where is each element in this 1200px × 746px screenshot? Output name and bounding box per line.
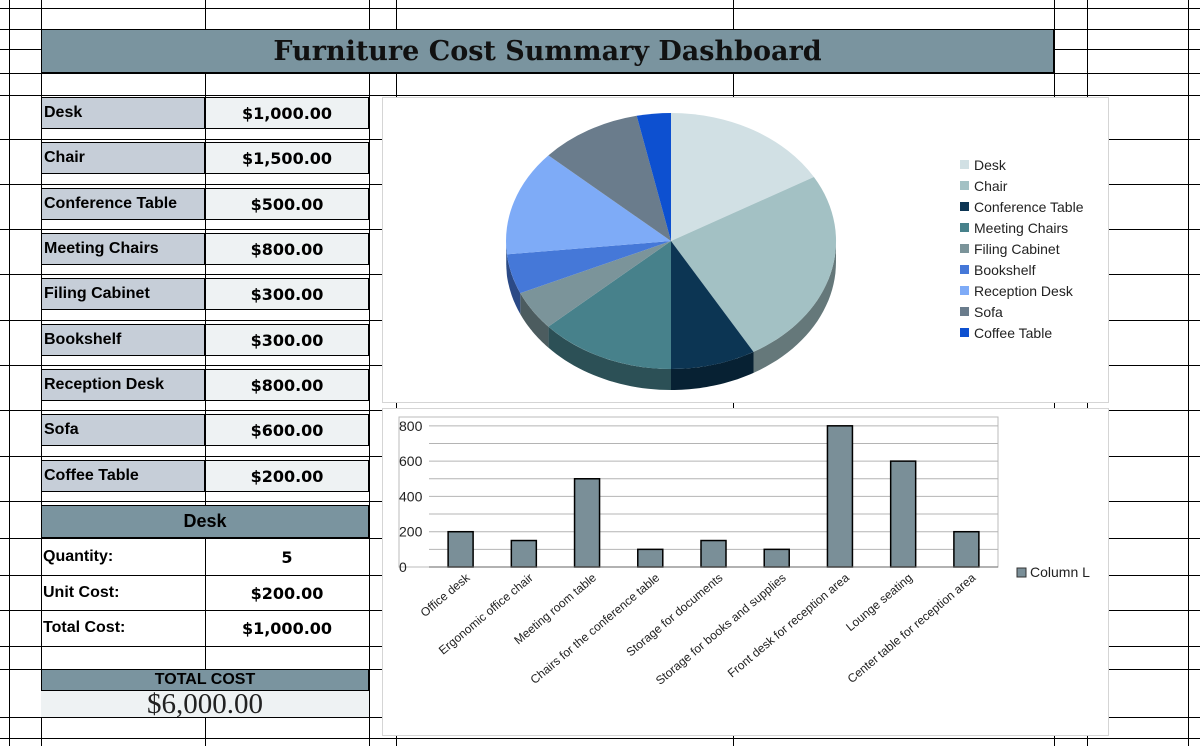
total-cost-label: Total Cost:: [43, 619, 126, 636]
bar-meeting-room-table[interactable]: [573, 478, 601, 568]
legend-item-chair: Chair: [960, 175, 1083, 196]
bar-chairs-for-the-conference-table[interactable]: [637, 548, 664, 568]
legend-item-reception-desk: Reception Desk: [960, 280, 1083, 301]
unit-cost-label: Unit Cost:: [43, 584, 120, 601]
legend-item-conference-table: Conference Table: [960, 196, 1083, 217]
legend-label: Sofa: [974, 303, 1003, 320]
category-label-meeting-chairs[interactable]: Meeting Chairs: [41, 233, 205, 265]
pie-slice-desk[interactable]: [671, 113, 814, 241]
legend-label: Bookshelf: [974, 261, 1036, 278]
bar-office-desk[interactable]: [447, 530, 474, 568]
pie-slice-sofa[interactable]: [548, 115, 671, 241]
bar-storage-for-documents[interactable]: [700, 539, 727, 568]
legend-swatch: [960, 244, 969, 253]
legend-swatch: [960, 223, 969, 232]
pie-slice-filing-cabinet[interactable]: [520, 241, 671, 327]
detail-heading[interactable]: Desk: [41, 505, 369, 538]
pie-side-chair: [753, 241, 836, 373]
legend-label: Desk: [974, 156, 1006, 173]
bar-xtick-label: Office desk: [418, 570, 474, 620]
dashboard-title: Furniture Cost Summary Dashboard: [273, 35, 822, 67]
legend-item-coffee-table: Coffee Table: [960, 322, 1083, 343]
pie-chart: [506, 113, 837, 390]
category-value-desk[interactable]: $1,000.00: [205, 97, 369, 129]
bar-legend-swatch: [1016, 567, 1027, 578]
pie-side-reception-desk: [506, 241, 507, 276]
pie-side-meeting-chairs: [548, 326, 671, 390]
category-label-sofa[interactable]: Sofa: [41, 414, 205, 446]
unit-cost-value[interactable]: $200.00: [250, 584, 324, 603]
legend-item-desk: Desk: [960, 154, 1083, 175]
legend-swatch: [960, 286, 969, 295]
legend-item-sofa: Sofa: [960, 301, 1083, 322]
legend-swatch: [960, 265, 969, 274]
pie-chart-frame[interactable]: [382, 97, 1109, 403]
bar-xtick-label: Front desk for reception area: [725, 570, 852, 680]
legend-label: Meeting Chairs: [974, 219, 1069, 236]
pie-slice-coffee-table[interactable]: [636, 113, 671, 241]
legend-swatch: [960, 307, 969, 316]
category-label-chair[interactable]: Chair: [41, 142, 205, 174]
legend-swatch: [960, 181, 969, 190]
bar-ytick-label: 600: [399, 453, 423, 469]
legend-label: Chair: [974, 177, 1008, 194]
legend-item-bookshelf: Bookshelf: [960, 259, 1083, 280]
bar-storage-for-books-and-supplies[interactable]: [763, 548, 790, 568]
legend-label: Coffee Table: [974, 324, 1053, 341]
bar-legend-label: Column L: [1030, 564, 1090, 580]
category-value-coffee-table[interactable]: $200.00: [205, 460, 369, 492]
bar-xtick-label: Storage for books and supplies: [653, 571, 789, 688]
pie-slice-bookshelf[interactable]: [506, 241, 671, 294]
bar-center-table-for-reception-area[interactable]: [953, 530, 980, 568]
bar-lounge-seating[interactable]: [889, 460, 917, 568]
category-value-chair[interactable]: $1,500.00: [205, 142, 369, 174]
category-value-filing-cabinet[interactable]: $300.00: [205, 278, 369, 310]
legend-label: Conference Table: [974, 198, 1084, 215]
category-value-bookshelf[interactable]: $300.00: [205, 324, 369, 356]
pie-slice-meeting-chairs[interactable]: [548, 241, 671, 369]
legend-label: Filing Cabinet: [974, 240, 1060, 257]
category-label-conference-table[interactable]: Conference Table: [41, 188, 205, 220]
legend-label: Reception Desk: [974, 282, 1073, 299]
pie-slice-conference-table[interactable]: [671, 241, 754, 370]
bar-front-desk-for-reception-area[interactable]: [826, 425, 854, 568]
pie-legend: Desk Chair Conference Table Meeting Chairs F…: [960, 154, 1083, 343]
pie-side-conference-table: [671, 351, 754, 390]
legend-swatch: [960, 202, 969, 211]
total-cost-value[interactable]: $1,000.00: [241, 619, 333, 638]
category-label-coffee-table[interactable]: Coffee Table: [41, 460, 205, 492]
pie-side-filing-cabinet: [520, 293, 549, 348]
pie-side-bookshelf: [506, 254, 521, 315]
category-value-sofa[interactable]: $600.00: [205, 414, 369, 446]
bar-ytick-label: 800: [399, 418, 423, 434]
quantity-value[interactable]: 5: [281, 548, 293, 567]
bar-ergonomic-office-chair[interactable]: [510, 539, 538, 568]
bar-ytick-label: 400: [399, 488, 423, 504]
legend-swatch: [960, 328, 969, 337]
dashboard-title-bar: Furniture Cost Summary Dashboard: [41, 29, 1054, 73]
category-value-conference-table[interactable]: $500.00: [205, 188, 369, 220]
category-label-filing-cabinet[interactable]: Filing Cabinet: [41, 278, 205, 310]
legend-item-meeting-chairs: Meeting Chairs: [960, 217, 1083, 238]
bar-chart-frame[interactable]: 0 200 400 600 800 Office desk Ergonomic office…: [382, 408, 1109, 736]
legend-item-filing-cabinet: Filing Cabinet: [960, 238, 1083, 259]
legend-swatch: [960, 160, 969, 169]
bar-xtick-label: Center table for reception area: [845, 570, 979, 686]
pie-slice-reception-desk[interactable]: [506, 155, 671, 255]
total-cost-amount[interactable]: $6,000.00: [41, 688, 369, 720]
pie-slice-chair[interactable]: [671, 177, 837, 352]
category-label-desk[interactable]: Desk: [41, 97, 205, 129]
total-cost-heading: TOTAL COST: [41, 669, 369, 691]
bar-ytick-label: 0: [399, 559, 407, 575]
bar-ytick-label: 200: [399, 524, 423, 540]
bar-xtick-label: Chairs for the conference table: [528, 570, 663, 686]
quantity-label: Quantity:: [43, 548, 114, 565]
category-label-bookshelf[interactable]: Bookshelf: [41, 324, 205, 356]
category-value-meeting-chairs[interactable]: $800.00: [205, 233, 369, 265]
category-value-reception-desk[interactable]: $800.00: [205, 369, 369, 401]
category-label-reception-desk[interactable]: Reception Desk: [41, 369, 205, 401]
